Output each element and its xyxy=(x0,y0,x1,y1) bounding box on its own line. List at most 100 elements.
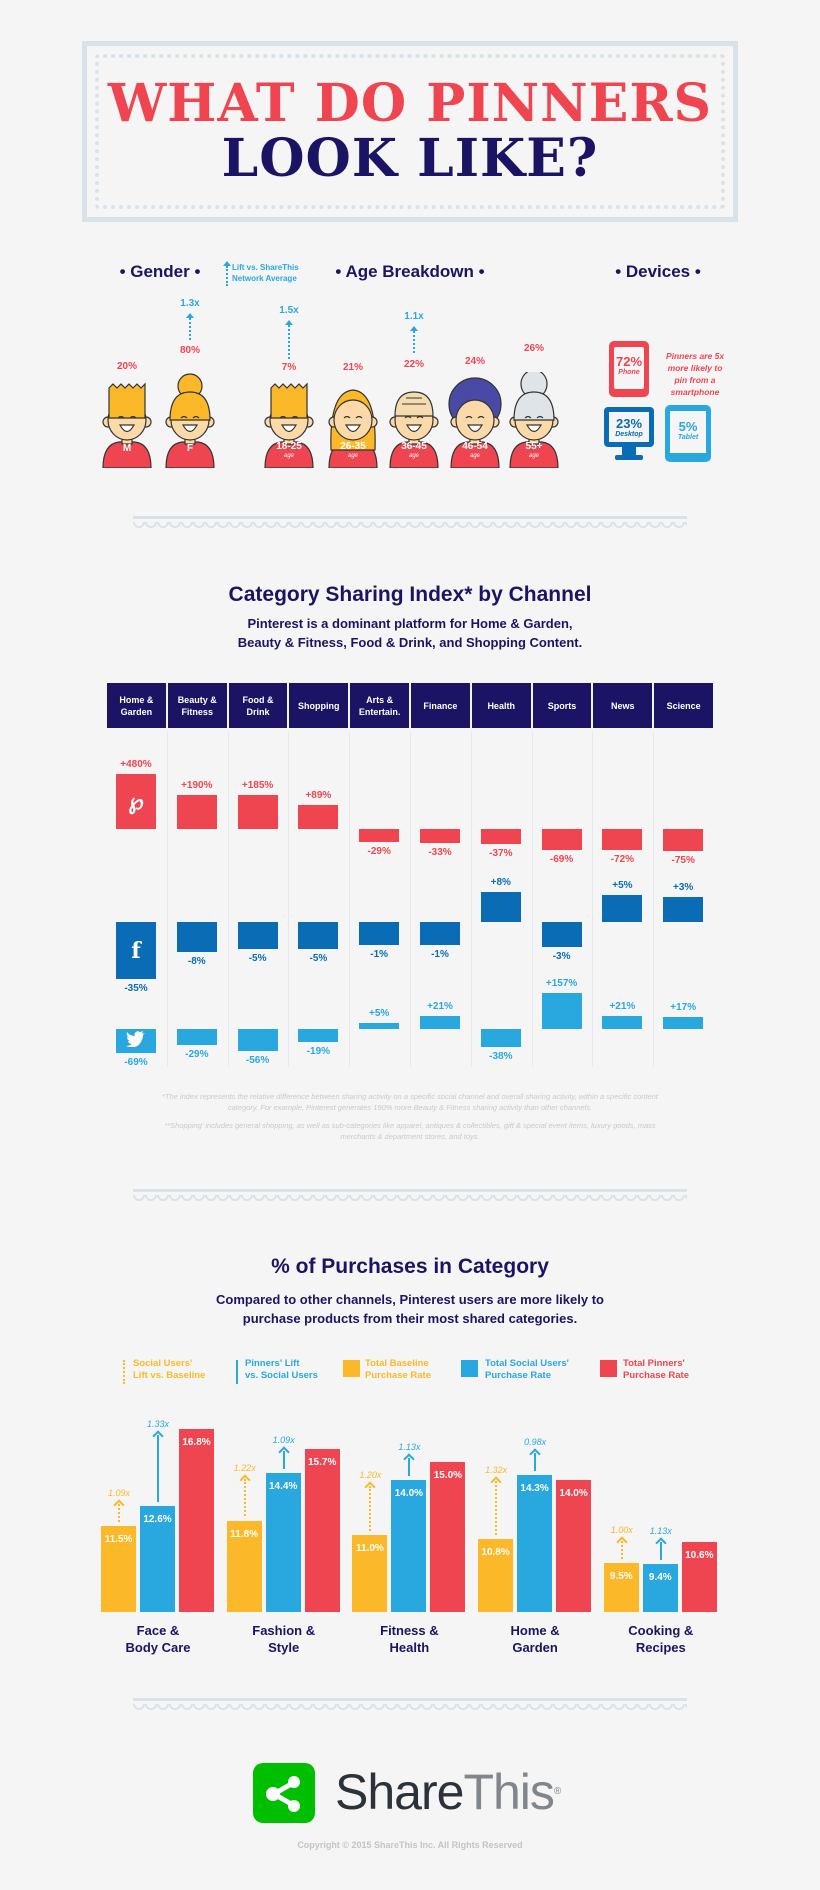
facebook-bar: f xyxy=(116,922,156,979)
data-label: -38% xyxy=(489,1050,513,1062)
percentage-label: 22% xyxy=(403,359,425,370)
pinners-lift-arrow-icon xyxy=(529,1448,541,1471)
category-label: Fashion & Style xyxy=(252,1623,316,1655)
facebook-bar xyxy=(359,922,400,945)
social-users-lift-arrow-icon xyxy=(616,1535,628,1559)
facebook-bar xyxy=(237,922,278,949)
percentage-label: 20% xyxy=(116,361,138,372)
character-illustration xyxy=(264,382,314,469)
column-header-health: Health xyxy=(471,683,531,728)
facebook-bar xyxy=(420,922,460,945)
lift-label: 1.33x xyxy=(146,1419,170,1429)
bar-value-label: 16.8% xyxy=(182,1437,211,1448)
data-label: -72% xyxy=(610,854,635,866)
column-divider xyxy=(592,732,594,1067)
data-label: -33% xyxy=(428,847,452,859)
data-label: -5% xyxy=(309,953,328,964)
data-label: -75% xyxy=(671,854,695,866)
baseline-purchase-bar xyxy=(101,1525,136,1612)
devices-heading: • Devices • xyxy=(615,262,701,281)
arrowhead-icon xyxy=(403,1453,416,1465)
data-label: +21% xyxy=(609,1000,636,1012)
social-users-lift-arrow-icon xyxy=(239,1474,251,1517)
data-label: +3% xyxy=(673,882,694,893)
lift-label: 1.20x xyxy=(359,1470,382,1481)
lift-label: 1.5x xyxy=(279,305,299,316)
data-label: -29% xyxy=(367,846,391,858)
column-divider xyxy=(288,732,290,1067)
percentage-label: 26% xyxy=(523,343,545,354)
data-label: -5% xyxy=(248,953,267,964)
arrowhead-icon xyxy=(152,1430,164,1442)
shirt-age-label: age xyxy=(283,453,294,459)
facebook-bar xyxy=(602,895,643,922)
character-illustration xyxy=(389,391,439,469)
character-illustration xyxy=(328,389,378,469)
section-divider xyxy=(133,1698,687,1712)
pinners-purchase-bar xyxy=(304,1449,340,1612)
data-label: -56% xyxy=(245,1054,270,1066)
section-divider xyxy=(133,1189,687,1203)
pinterest-bar xyxy=(541,829,582,850)
column-header-news: News xyxy=(593,683,653,728)
data-label: -35% xyxy=(124,983,148,994)
twitter-bar xyxy=(602,1015,643,1029)
pinterest-bar xyxy=(176,794,217,829)
tablet-label: Tablet xyxy=(677,434,699,441)
bar-value-label: 9.5% xyxy=(609,1570,633,1582)
footnote-shopping: **Shopping' includes general shopping, a… xyxy=(164,1121,656,1141)
facebook-bar xyxy=(298,922,339,949)
column-header-arts-entertain-: Arts & Entertain. xyxy=(350,683,409,728)
gender-heading: • Gender • xyxy=(119,262,201,281)
solid-arrow-icon xyxy=(236,1360,238,1384)
facebook-bar xyxy=(480,892,521,922)
lift-label: 1.22x xyxy=(233,1462,256,1473)
character-illustration xyxy=(448,377,502,469)
character-illustration xyxy=(509,369,559,469)
twitter-bar xyxy=(663,1017,704,1029)
data-label: +5% xyxy=(612,880,633,891)
category-label: Face & Body Care xyxy=(125,1623,191,1655)
twitter-bar xyxy=(359,1022,400,1029)
desktop-pct: 23% xyxy=(615,416,643,431)
baseline-purchase-bar xyxy=(226,1520,262,1612)
page-title-line2: LOOK LIKE? xyxy=(221,128,599,189)
column-divider xyxy=(410,732,411,1067)
phone-device: 72% Phone xyxy=(609,341,649,397)
arrowhead-icon xyxy=(113,1499,125,1511)
bar-value-label: 11.8% xyxy=(230,1528,259,1540)
social-users-lift-arrow-icon xyxy=(113,1499,125,1522)
character: 18-25 age xyxy=(261,372,317,469)
twitter-icon xyxy=(126,1031,146,1051)
lift-arrow-icon xyxy=(285,320,293,359)
bar-value-label: 12.6% xyxy=(143,1513,172,1525)
legend-social: Total Social Users' Purchase Rate xyxy=(485,1358,569,1381)
pinterest-bar xyxy=(480,829,521,845)
tablet-pct: 5% xyxy=(678,419,698,434)
data-label: -69% xyxy=(549,853,574,865)
social-users-lift-arrow-icon xyxy=(490,1476,502,1535)
baseline-purchase-bar xyxy=(478,1538,514,1612)
character: F xyxy=(162,372,218,469)
baseline-purchase-bar xyxy=(603,1562,639,1612)
lift-arrow-icon xyxy=(186,313,194,340)
character: 46-54 age xyxy=(447,372,503,469)
shirt-label: F xyxy=(186,443,194,454)
pinners-lift-arrow-icon xyxy=(655,1537,667,1561)
column-header-science: Science xyxy=(654,683,713,728)
copyright: Copyright © 2015 ShareThis Inc. All Righ… xyxy=(297,1840,523,1850)
shirt-label: 26-35 xyxy=(340,441,366,452)
character-illustration xyxy=(165,373,215,469)
pinterest-bar xyxy=(359,829,400,843)
page-title-line1: WHAT DO PINNERS xyxy=(107,73,713,134)
twitter-bar xyxy=(480,1029,521,1047)
pinterest-icon: ℘ xyxy=(128,788,144,815)
bar-value-label: 14.4% xyxy=(269,1480,298,1492)
character: 26-35 age xyxy=(325,372,381,469)
lift-label: 1.1x xyxy=(404,311,424,322)
tablet-device: 5% Tablet xyxy=(665,405,711,462)
data-label: -69% xyxy=(124,1057,148,1069)
bar-value-label: 11.0% xyxy=(355,1543,384,1555)
column-divider xyxy=(166,732,168,1067)
pinners-purchase-bar xyxy=(556,1480,592,1612)
